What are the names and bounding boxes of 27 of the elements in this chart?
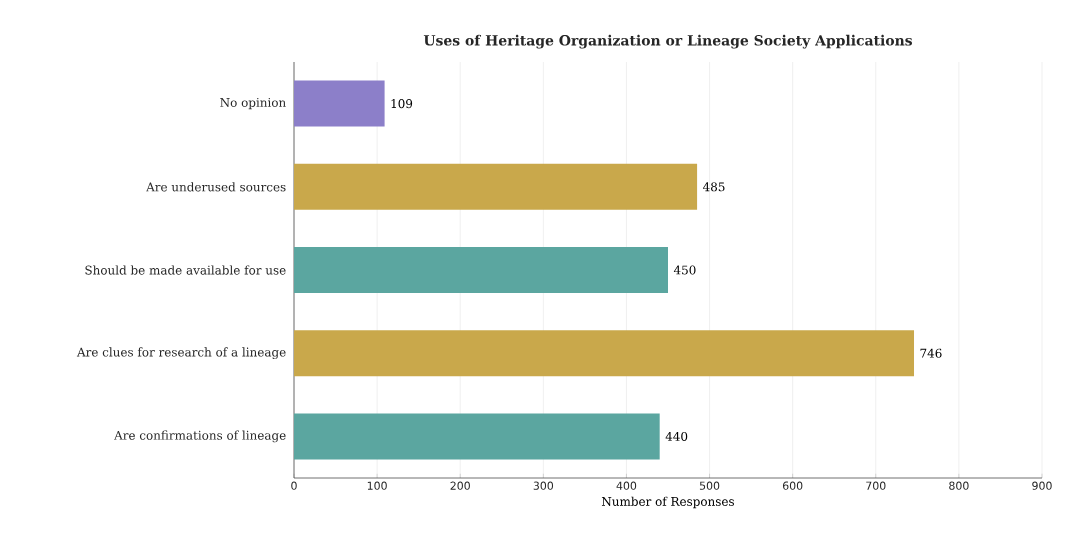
y-tick-label: Should be made available for use [85,265,286,275]
data-label: 746 [920,348,942,358]
bar [294,80,385,127]
x-tick-label: 0 [291,481,297,490]
chart-title: Uses of Heritage Organization or Lineage Society Applications [423,34,913,49]
data-label: 485 [702,182,725,192]
bar [294,330,915,377]
x-tick-label: 900 [1032,481,1052,490]
data-label: 450 [673,265,696,275]
bar [294,163,698,210]
x-tick-label: 400 [616,481,637,490]
y-tick-label: Are underused sources [146,182,286,192]
x-tick-label: 600 [782,481,803,490]
y-tick-label: No opinion [220,97,286,110]
bar [294,413,660,460]
x-tick-label: 800 [949,481,969,490]
bar [294,247,668,293]
y-tick-label: Are clues for research of a lineage [76,347,286,360]
x-tick-label: 500 [699,481,720,490]
data-label: 109 [391,99,413,109]
y-tick-label: Are confirmations of lineage [114,430,286,443]
x-tick-label: 200 [450,481,470,490]
x-tick-label: 300 [533,481,554,490]
x-tick-label: 100 [367,481,387,490]
data-label: 440 [665,431,688,441]
x-axis-title: Number of Responses [601,496,734,509]
x-tick-label: 700 [866,481,886,490]
